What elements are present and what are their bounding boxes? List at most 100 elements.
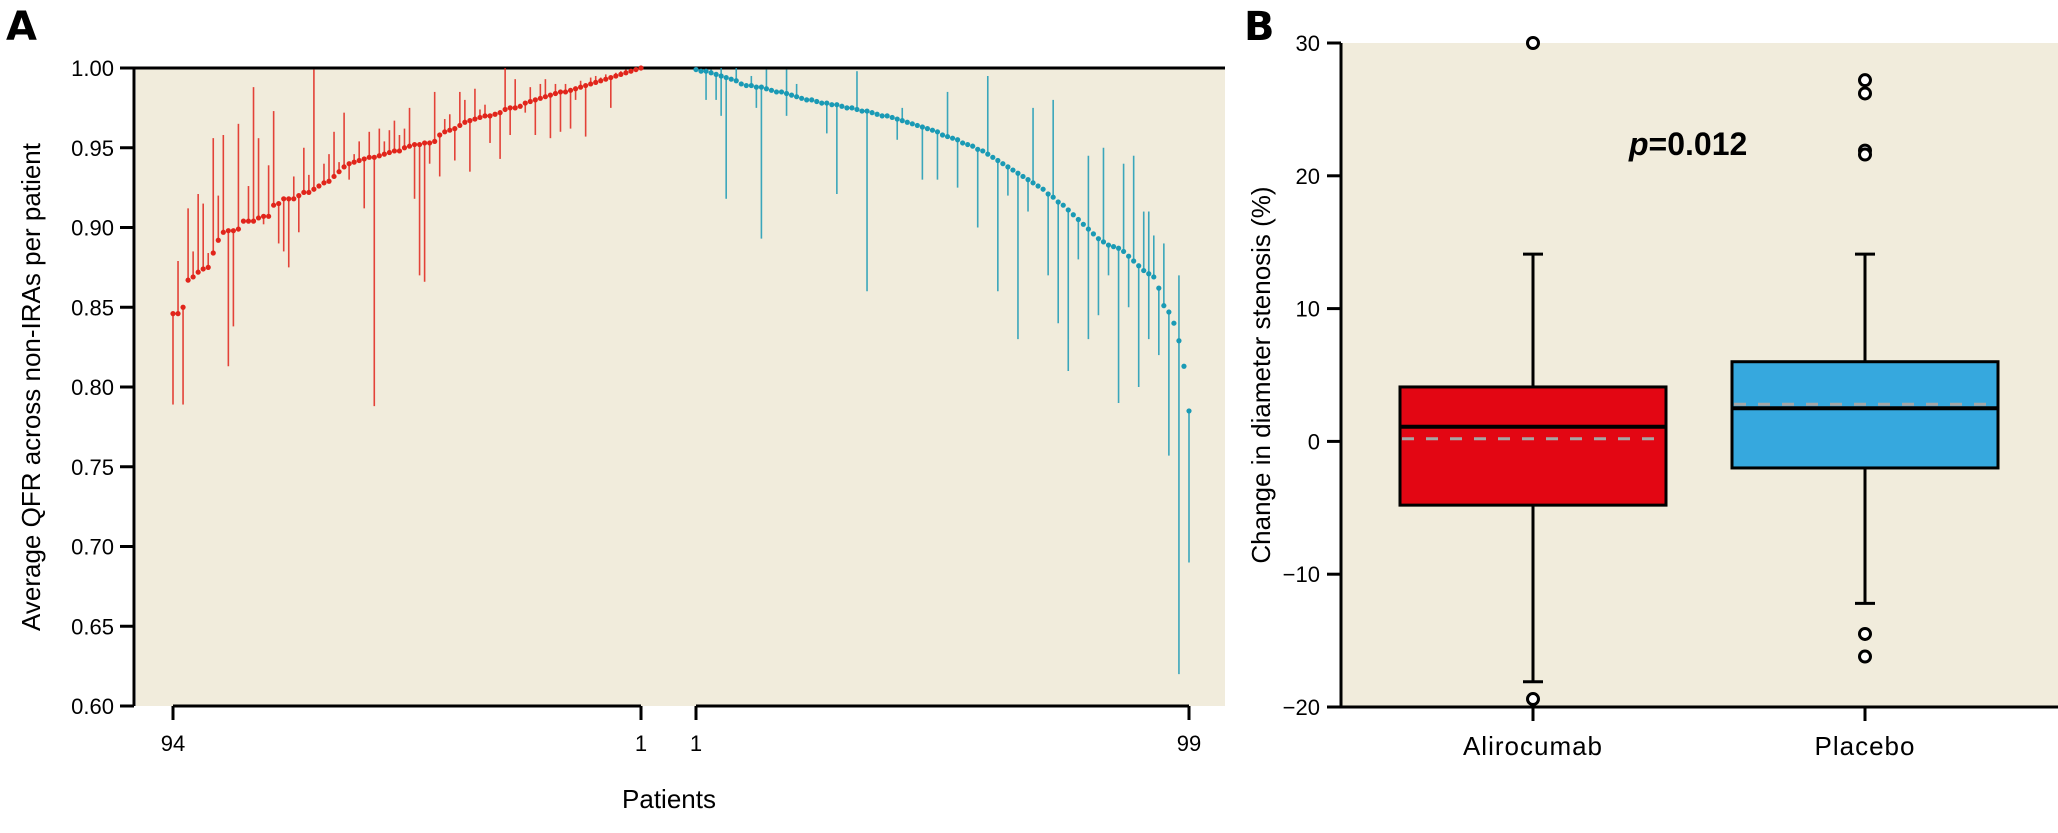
mean-point-alirocumab xyxy=(623,70,629,76)
mean-point-placebo xyxy=(723,74,729,81)
mean-point-placebo xyxy=(949,135,956,141)
mean-point-placebo xyxy=(874,111,880,117)
mean-point-alirocumab xyxy=(346,161,352,167)
mean-point-placebo xyxy=(773,89,780,95)
panel-b-y-tick-label: 10 xyxy=(1296,297,1320,322)
box-iqr xyxy=(1398,385,1668,507)
mean-point-placebo xyxy=(1055,199,1061,205)
mean-point-alirocumab xyxy=(588,81,594,87)
mean-point-alirocumab xyxy=(572,86,579,92)
panel-a-marks xyxy=(170,65,1192,675)
mean-point-placebo xyxy=(824,100,830,106)
mean-point-placebo xyxy=(733,78,739,84)
outlier-point xyxy=(1858,86,1872,101)
mean-point-placebo xyxy=(829,102,835,108)
panel-b: B 30 20 10 0 −10 −20 Alirocumab Placebo Change… xyxy=(1244,4,2058,761)
panel-a-x-axis: 94 1 1 99 xyxy=(161,704,1201,756)
mean-point-placebo xyxy=(944,133,951,140)
mean-point-alirocumab xyxy=(255,215,262,221)
mean-point-placebo xyxy=(844,105,850,111)
mean-point-alirocumab xyxy=(296,193,302,199)
mean-point-placebo xyxy=(1010,167,1016,173)
mean-point-alirocumab xyxy=(311,186,317,192)
mean-point-alirocumab xyxy=(260,213,267,219)
panel-b-label: B xyxy=(1244,4,1275,50)
mean-point-alirocumab xyxy=(376,153,382,159)
panel-b-y-tick-label: −10 xyxy=(1283,562,1320,587)
mean-point-placebo xyxy=(1015,170,1021,176)
outlier-point xyxy=(1526,36,1540,50)
mean-point-alirocumab xyxy=(512,105,518,111)
mean-point-placebo xyxy=(859,108,865,114)
mean-point-alirocumab xyxy=(321,180,327,186)
mean-point-alirocumab xyxy=(230,228,236,234)
mean-point-alirocumab xyxy=(437,132,443,138)
mean-point-alirocumab xyxy=(210,250,216,256)
mean-point-placebo xyxy=(980,148,986,154)
mean-point-alirocumab xyxy=(331,173,337,180)
mean-point-placebo xyxy=(703,68,709,74)
panel-b-y-axis-title: Change in diameter stenosis (%) xyxy=(1246,186,1276,563)
mean-point-alirocumab xyxy=(487,113,493,119)
mean-point-alirocumab xyxy=(432,138,438,144)
panel-a-y-axis: 1.00 0.95 0.90 0.85 0.80 0.75 0.70 0.65 0.60 xyxy=(71,56,1225,719)
mean-point-placebo xyxy=(763,86,770,92)
mean-point-alirocumab xyxy=(276,200,282,207)
p-value-symbol: p xyxy=(1628,126,1649,162)
mean-point-alirocumab xyxy=(442,129,448,135)
p-value-annotation: p=0.012 xyxy=(1628,126,1747,162)
mean-point-placebo xyxy=(904,119,910,125)
mean-point-placebo xyxy=(778,89,785,95)
outlier-point xyxy=(1858,649,1872,664)
mean-point-placebo xyxy=(1075,216,1081,223)
mean-point-placebo xyxy=(914,122,920,129)
mean-point-alirocumab xyxy=(447,127,453,133)
mean-point-alirocumab xyxy=(416,141,423,148)
panel-a-y-tick-label: 0.70 xyxy=(71,535,114,560)
mean-point-alirocumab xyxy=(472,116,478,122)
mean-point-alirocumab xyxy=(567,87,574,93)
box-iqr xyxy=(1730,360,2000,470)
mean-point-alirocumab xyxy=(427,140,433,146)
mean-point-alirocumab xyxy=(603,76,609,82)
mean-point-placebo xyxy=(788,92,795,98)
mean-point-placebo xyxy=(1070,212,1076,218)
mean-point-alirocumab xyxy=(356,157,362,164)
mean-point-placebo xyxy=(1040,186,1046,192)
mean-point-placebo xyxy=(1186,408,1192,414)
mean-point-placebo xyxy=(1156,285,1162,291)
mean-point-alirocumab xyxy=(281,196,287,202)
mean-point-alirocumab xyxy=(195,269,201,275)
mean-point-placebo xyxy=(1000,161,1006,167)
mean-point-placebo xyxy=(834,102,840,108)
mean-point-alirocumab xyxy=(381,151,387,157)
mean-point-alirocumab xyxy=(301,189,307,196)
outlier-point xyxy=(1526,692,1540,707)
panel-a-y-tick-label: 0.75 xyxy=(71,455,114,480)
mean-point-alirocumab xyxy=(477,114,483,121)
mean-point-placebo xyxy=(768,87,775,93)
mean-point-placebo xyxy=(1080,221,1086,227)
mean-point-alirocumab xyxy=(628,68,634,74)
mean-point-placebo xyxy=(1030,180,1036,186)
mean-point-alirocumab xyxy=(190,274,196,280)
panel-a-x-axis-title: Patients xyxy=(622,784,716,814)
mean-point-placebo xyxy=(975,146,981,152)
box-placebo xyxy=(1730,73,2000,664)
mean-point-alirocumab xyxy=(235,226,242,232)
mean-point-placebo xyxy=(758,84,764,90)
mean-point-alirocumab xyxy=(205,264,211,270)
mean-point-placebo xyxy=(799,95,805,101)
mean-point-alirocumab xyxy=(608,74,614,81)
mean-point-alirocumab xyxy=(618,71,624,77)
mean-point-placebo xyxy=(1136,263,1142,269)
mean-point-alirocumab xyxy=(502,106,508,113)
mean-point-alirocumab xyxy=(245,218,252,224)
mean-point-placebo xyxy=(804,97,810,103)
mean-point-alirocumab xyxy=(250,218,257,224)
mean-point-placebo xyxy=(1065,207,1071,213)
mean-point-placebo xyxy=(1095,236,1102,242)
mean-point-placebo xyxy=(934,129,941,135)
mean-point-alirocumab xyxy=(578,84,584,90)
mean-point-alirocumab xyxy=(371,154,377,160)
